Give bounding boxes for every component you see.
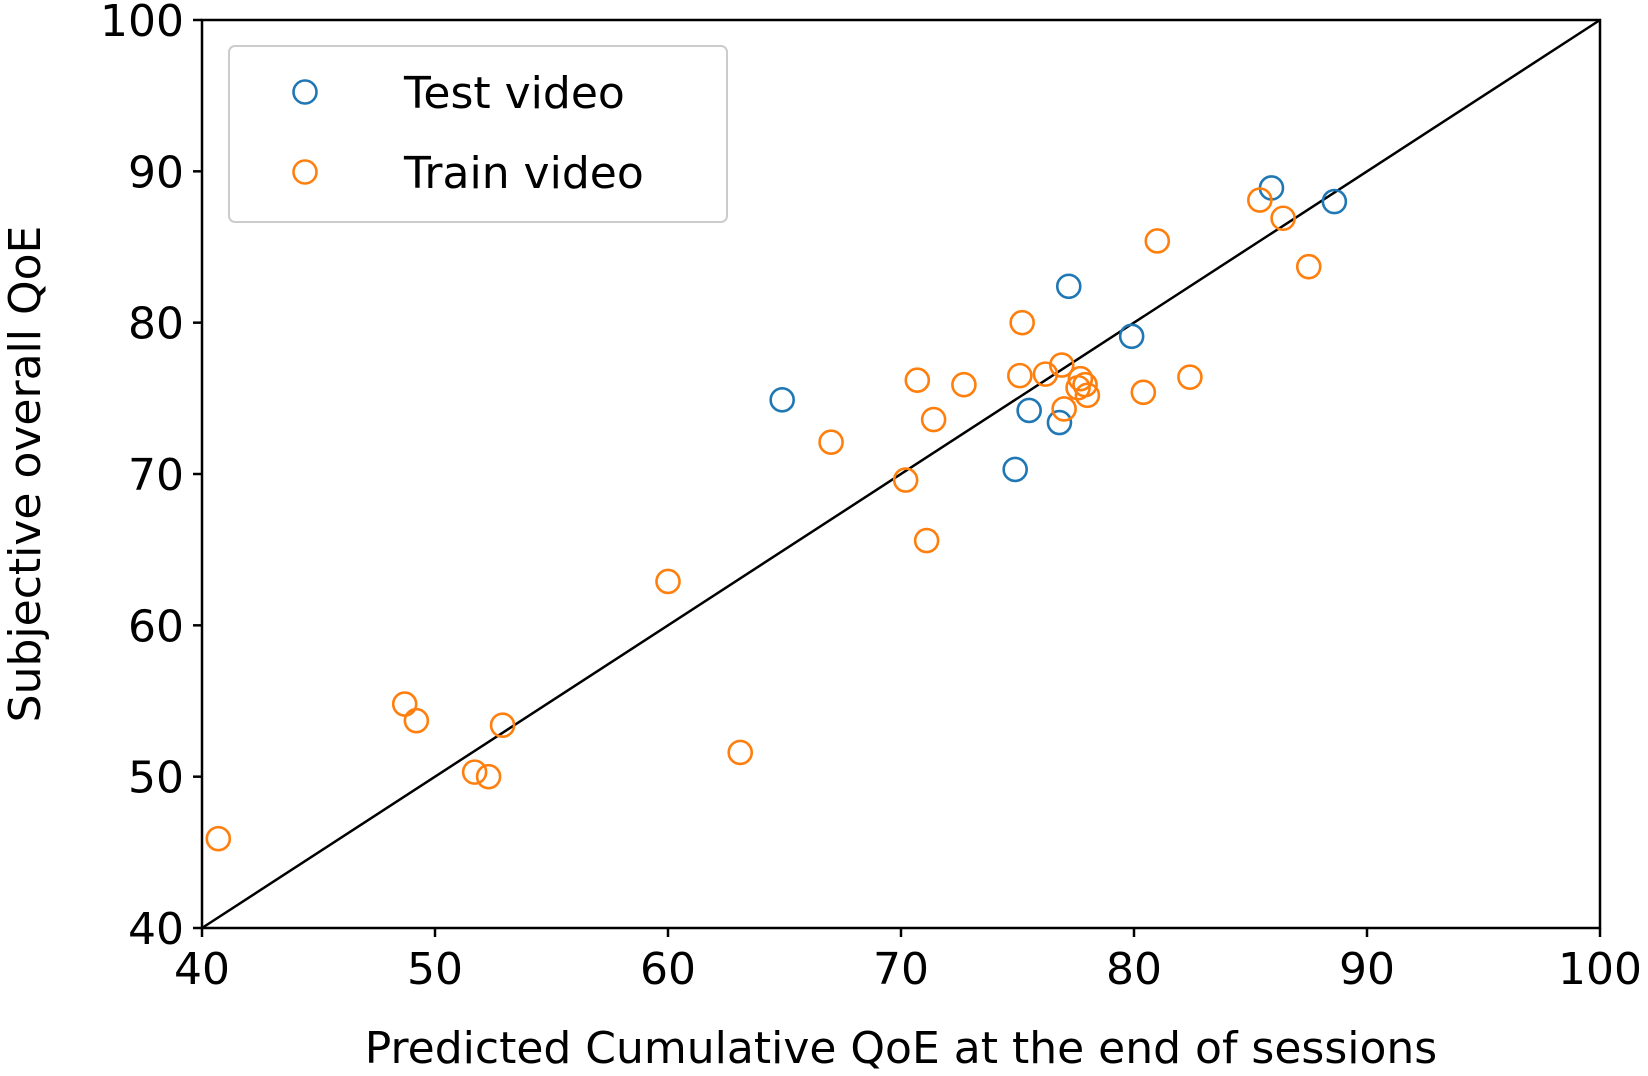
- point-train-video-8: [818, 429, 844, 456]
- legend-marker-train-video: [292, 159, 318, 185]
- point-train-video-22: [1074, 382, 1101, 409]
- point-train-video-21: [1072, 371, 1098, 398]
- point-train-video-27: [1270, 205, 1296, 232]
- point-train-video-10: [904, 367, 931, 393]
- point-train-video-11: [913, 527, 940, 554]
- legend-label-test-video: Test video: [403, 68, 625, 119]
- x-tick-label: 80: [1106, 944, 1162, 995]
- x-tick-label: 50: [407, 944, 463, 995]
- legend: Test video Train video: [228, 45, 728, 223]
- y-axis-label: Subjective overall QoE: [0, 226, 51, 723]
- point-train-video-9: [892, 467, 919, 493]
- point-test-video-7: [1321, 188, 1348, 215]
- point-train-video-23: [1130, 379, 1157, 406]
- point-train-video-3: [461, 759, 488, 785]
- point-train-video-14: [1007, 362, 1033, 389]
- point-test-video-0: [769, 387, 795, 413]
- point-train-video-7: [727, 739, 754, 766]
- point-train-video-18: [1051, 396, 1077, 422]
- point-train-video-15: [1009, 309, 1035, 336]
- identity-reference-line: [201, 18, 1601, 930]
- point-train-video-26: [1247, 187, 1273, 213]
- y-tick-label: 40: [128, 904, 184, 955]
- y-tick-label: 60: [128, 601, 184, 652]
- legend-label-train-video: Train video: [403, 148, 644, 199]
- y-tick-label: 50: [128, 753, 184, 804]
- legend-marker-test-video: [292, 79, 318, 105]
- point-train-video-17: [1048, 352, 1075, 378]
- point-train-video-5: [489, 712, 516, 739]
- point-train-video-2: [403, 707, 430, 734]
- legend-box: [228, 45, 728, 223]
- point-train-video-20: [1067, 365, 1094, 392]
- x-tick-label: 60: [640, 944, 696, 995]
- point-train-video-6: [655, 568, 681, 595]
- point-test-video-4: [1055, 273, 1082, 300]
- point-train-video-12: [920, 406, 947, 433]
- point-train-video-24: [1144, 228, 1171, 254]
- x-tick-label: 40: [174, 944, 230, 995]
- point-train-video-28: [1295, 253, 1322, 280]
- point-test-video-5: [1118, 323, 1145, 350]
- x-tick-label: 90: [1339, 944, 1395, 995]
- x-tick-label: 100: [1558, 944, 1642, 995]
- y-tick-label: 70: [128, 450, 184, 501]
- point-train-video-4: [475, 763, 502, 790]
- y-tick-label: 100: [100, 0, 184, 47]
- x-tick-label: 70: [873, 944, 929, 995]
- point-train-video-25: [1177, 364, 1203, 390]
- y-tick-label: 90: [128, 147, 184, 198]
- x-axis-label: Predicted Cumulative QoE at the end of s…: [365, 1023, 1437, 1074]
- point-train-video-1: [391, 691, 418, 717]
- point-train-video-13: [951, 371, 977, 398]
- point-train-video-0: [205, 825, 232, 852]
- point-test-video-2: [1016, 397, 1042, 424]
- point-test-video-3: [1046, 409, 1073, 436]
- y-tick-label: 80: [128, 299, 184, 350]
- point-test-video-1: [1002, 456, 1028, 483]
